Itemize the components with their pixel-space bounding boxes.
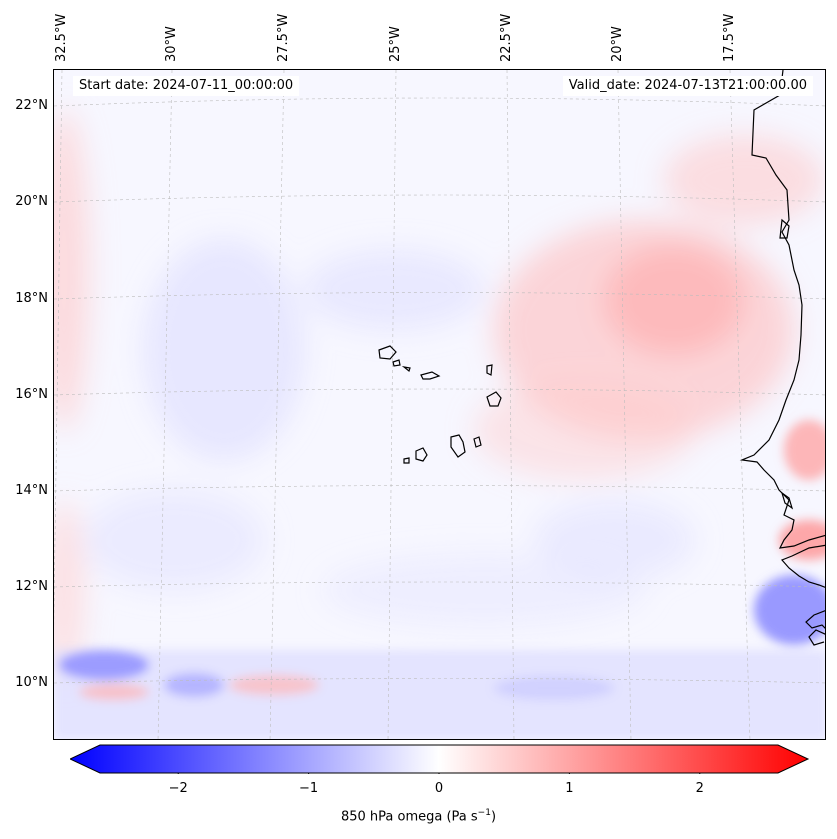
colorbar-bar xyxy=(68,744,810,774)
colorbar-tick-label: −2 xyxy=(168,781,188,796)
negative-omega-band xyxy=(54,650,825,739)
coastlines xyxy=(739,70,825,646)
lon-label: 27.5°W xyxy=(276,13,291,62)
positive-omega-area xyxy=(474,380,694,480)
positive-omega-area xyxy=(664,135,824,225)
negative-omega-area xyxy=(754,575,825,645)
africa-coastline xyxy=(805,610,825,629)
lat-label: 18°N xyxy=(15,291,48,306)
island-sal xyxy=(486,364,493,376)
lon-label: 32.5°W xyxy=(54,13,69,62)
negative-omega-area xyxy=(304,250,484,330)
graticule xyxy=(54,70,825,739)
colorbar-title-main: 850 hPa omega (Pa s xyxy=(340,809,478,825)
colorbar-tick-label: 2 xyxy=(695,781,704,796)
colorbar-svg xyxy=(68,744,810,777)
map-canvas xyxy=(54,70,825,739)
negative-omega-area xyxy=(164,673,224,697)
island-fogo xyxy=(415,447,428,462)
colorbar-tick-label: −1 xyxy=(299,781,319,796)
negative-omega-area xyxy=(59,650,149,680)
island-maio xyxy=(473,436,482,448)
negative-omega-area xyxy=(534,500,694,580)
colorbar xyxy=(68,744,810,777)
africa-coastline xyxy=(808,629,825,646)
start-date-label: Start date: 2024-07-11_00:00:00 xyxy=(73,76,300,96)
lat-label: 22°N xyxy=(15,98,48,113)
negative-omega-area xyxy=(494,676,614,700)
lon-label: 30°W xyxy=(164,26,179,62)
colorbar-title-end: ) xyxy=(490,809,497,825)
colorbar-tick-label: 0 xyxy=(434,781,444,796)
lat-label: 16°N xyxy=(15,387,48,402)
colorbar-title: 850 hPa omega (Pa s−1) xyxy=(0,808,837,824)
negative-omega-area xyxy=(84,490,264,590)
colorbar-title-sup: −1 xyxy=(477,808,491,818)
positive-omega-area xyxy=(79,684,149,700)
island-brava xyxy=(403,457,410,464)
island-coastline xyxy=(779,218,790,239)
island-sao-nicolau xyxy=(420,371,441,380)
lon-label: 25°W xyxy=(388,26,403,62)
island-santa-luzia xyxy=(401,366,411,373)
positive-omega-area xyxy=(604,245,744,355)
island-boa-vista xyxy=(486,391,502,407)
omega-field xyxy=(54,110,825,739)
africa-coastline xyxy=(780,544,825,588)
positive-omega-area xyxy=(779,520,825,560)
colorbar-tick-label: 1 xyxy=(565,781,574,796)
negative-omega-area xyxy=(144,240,304,460)
valid-date-label: Valid_date: 2024-07-13T21:00:00.00 xyxy=(562,76,813,96)
lat-label: 14°N xyxy=(15,483,48,498)
africa-coastline xyxy=(739,70,825,549)
lat-label: 10°N xyxy=(15,675,48,690)
omega-map[interactable] xyxy=(53,69,826,740)
positive-omega-area xyxy=(229,675,319,695)
positive-omega-area xyxy=(784,420,825,480)
positive-omega-area xyxy=(54,110,89,430)
lon-label: 17.5°W xyxy=(722,13,737,62)
negative-omega-area xyxy=(324,555,644,625)
island-santiago xyxy=(450,434,466,458)
island-coastline xyxy=(780,491,794,510)
cape-verde-islands xyxy=(378,345,502,464)
positive-omega-area xyxy=(54,500,84,680)
island-santo-antao xyxy=(378,345,397,360)
island-sao-vicente xyxy=(392,359,401,367)
lat-label: 12°N xyxy=(15,579,48,594)
lon-label: 20°W xyxy=(610,26,625,62)
lat-label: 20°N xyxy=(15,194,48,209)
lon-label: 22.5°W xyxy=(499,13,514,62)
